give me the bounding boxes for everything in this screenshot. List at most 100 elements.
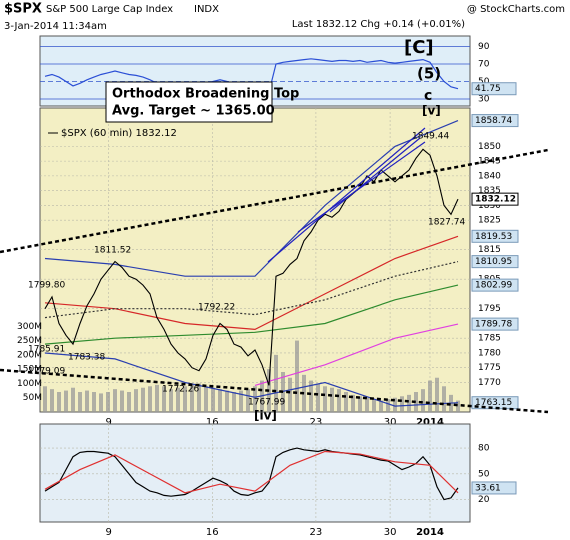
volume-bar	[78, 392, 82, 412]
price-label: 1792.22	[198, 303, 235, 313]
volume-bar	[435, 377, 439, 412]
volume-bar	[155, 384, 159, 412]
wave-label: [v]	[422, 104, 441, 118]
series-line	[44, 447, 459, 501]
y-tick-label: 80	[478, 444, 490, 454]
x-tick-label: 30	[384, 417, 397, 428]
volume-bar	[71, 387, 75, 412]
y2-tick-label: 100M	[17, 379, 42, 389]
panel-background	[39, 107, 471, 413]
volume-bar	[50, 389, 54, 412]
value-label: 1819.53	[475, 232, 512, 242]
volume-bar	[288, 377, 292, 412]
volume-bar	[134, 389, 138, 412]
x-tick-label: 2014	[416, 417, 444, 428]
value-box	[471, 317, 519, 331]
volume-bar	[365, 397, 369, 412]
value-box	[471, 192, 519, 206]
volume-bar	[358, 396, 362, 412]
index-name: S&P 500 Large Cap Index	[46, 4, 173, 15]
volume-bar	[204, 386, 208, 412]
value-box	[471, 255, 519, 269]
y2-tick-label: 50M	[23, 393, 42, 403]
channel-line	[267, 127, 426, 263]
series-line	[44, 450, 459, 494]
volume-bar	[99, 393, 103, 412]
series-line	[254, 323, 459, 386]
price-label: 1779.09	[28, 367, 65, 377]
value-box	[471, 396, 519, 410]
trendline	[0, 148, 549, 254]
y2-tick-label: 150M	[17, 365, 42, 375]
volume-bar	[393, 397, 397, 412]
volume-bar	[43, 386, 47, 412]
value-label: 1763.15	[475, 398, 512, 408]
volume-bar	[428, 380, 432, 412]
price-label: 1849.44	[412, 132, 449, 142]
wave-label: [C]	[404, 37, 434, 58]
y-tick-label: 1840	[478, 171, 501, 181]
x-tick-label: 9	[106, 527, 112, 538]
legend-label: $SPX (60 min) 1832.12	[61, 128, 177, 139]
x-tick-label: 2014	[416, 527, 444, 538]
volume-bar	[407, 394, 411, 412]
y-tick-label: 50	[478, 77, 490, 87]
y-tick-label: 90	[478, 42, 490, 52]
y2-tick-label: 250M	[17, 336, 42, 346]
wave-label: (5)	[417, 65, 441, 83]
x-tick-label: 16	[206, 417, 219, 428]
volume-bar	[316, 383, 320, 412]
y-tick-label: 1795	[478, 304, 501, 314]
panel: 1850184518401835183018251815180517951785…	[17, 107, 519, 428]
y-tick-label: 50	[478, 469, 490, 479]
series-line	[44, 120, 459, 277]
volume-bar	[295, 340, 299, 412]
volume-bar	[344, 392, 348, 412]
volume-bar	[239, 390, 243, 412]
volume-bar	[218, 389, 222, 412]
y2-tick-label: 200M	[17, 350, 42, 360]
y-tick-label: 1780	[478, 348, 501, 358]
trendline	[0, 368, 549, 414]
value-box	[471, 278, 519, 292]
price-label: 1772.26	[162, 385, 199, 395]
note-text: Avg. Target ~ 1365.00	[112, 104, 275, 119]
y-tick-label: 1775	[478, 363, 501, 373]
value-label: 1832.12	[475, 195, 516, 205]
symbol: $SPX	[4, 2, 42, 17]
y-tick-label: 1830	[478, 201, 501, 211]
volume-bar	[379, 400, 383, 412]
volume-bar	[183, 386, 187, 412]
value-label: 33.61	[475, 483, 501, 493]
series-line	[44, 235, 459, 331]
price-label: 1767.99	[248, 398, 285, 408]
price-label: 1799.80	[28, 281, 65, 291]
panel: 80 50 20 9 16 23 30 2014 33.61	[39, 423, 517, 538]
wave-label: c	[424, 88, 432, 104]
value-label: 1810.95	[475, 257, 512, 267]
series-line	[44, 352, 459, 407]
exchange: INDX	[194, 4, 219, 15]
volume-bar	[148, 386, 152, 412]
value-label: 1789.78	[475, 320, 512, 330]
volume-bar	[400, 396, 404, 412]
volume-bar	[253, 386, 257, 412]
y-tick-label: 30	[478, 95, 490, 105]
note-text: Orthodox Broadening Top	[112, 87, 299, 102]
channel-line	[297, 141, 426, 233]
volume-bar	[64, 390, 68, 412]
volume-bar	[372, 399, 376, 412]
value-box	[471, 82, 517, 96]
price-label: 1827.74	[428, 218, 465, 228]
volume-bar	[330, 387, 334, 412]
wave-label: [iv]	[254, 409, 277, 423]
price-label: 1783.38	[68, 353, 105, 363]
value-box	[471, 229, 519, 243]
y-tick-label: 1835	[478, 186, 501, 196]
volume-bar	[456, 400, 460, 412]
volume-bar	[386, 399, 390, 412]
volume-bar	[57, 392, 61, 412]
value-label: 1858.74	[475, 116, 512, 126]
